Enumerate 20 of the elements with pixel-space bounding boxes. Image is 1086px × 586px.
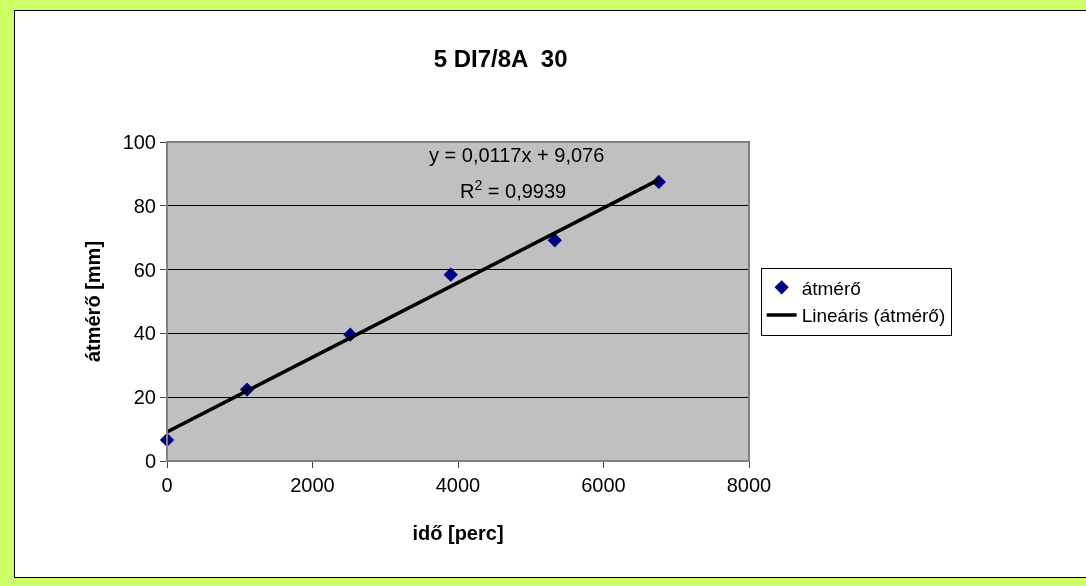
legend-label: átmérő [801, 277, 861, 299]
y-tick-label: 60 [133, 258, 156, 281]
legend-label: Lineáris (átmérő) [801, 305, 946, 327]
y-tick-label: 80 [133, 194, 156, 217]
annotation: y = 0,0117x + 9,076 [429, 144, 605, 166]
y-tick-label: 0 [144, 450, 156, 472]
y-tick-label: 20 [133, 386, 156, 409]
y-tick-label: 40 [133, 322, 156, 345]
x-tick-label: 6000 [581, 474, 626, 496]
point [443, 267, 458, 282]
x-axis-title: idő [perc] [412, 521, 504, 544]
y-tick-label: 100 [122, 131, 156, 153]
chart-title: 5 DI7/8A 30 [433, 45, 568, 73]
x-tick-label: 2000 [290, 474, 335, 496]
x-tick-label: 4000 [435, 474, 481, 496]
x-tick-label: 0 [161, 474, 173, 496]
annotation: R$^{2}$ = 0,9939 [460, 177, 567, 203]
y-axis-title: átmérő [mm] [82, 240, 105, 363]
x-tick-label: 8000 [726, 474, 772, 496]
point [547, 233, 562, 248]
